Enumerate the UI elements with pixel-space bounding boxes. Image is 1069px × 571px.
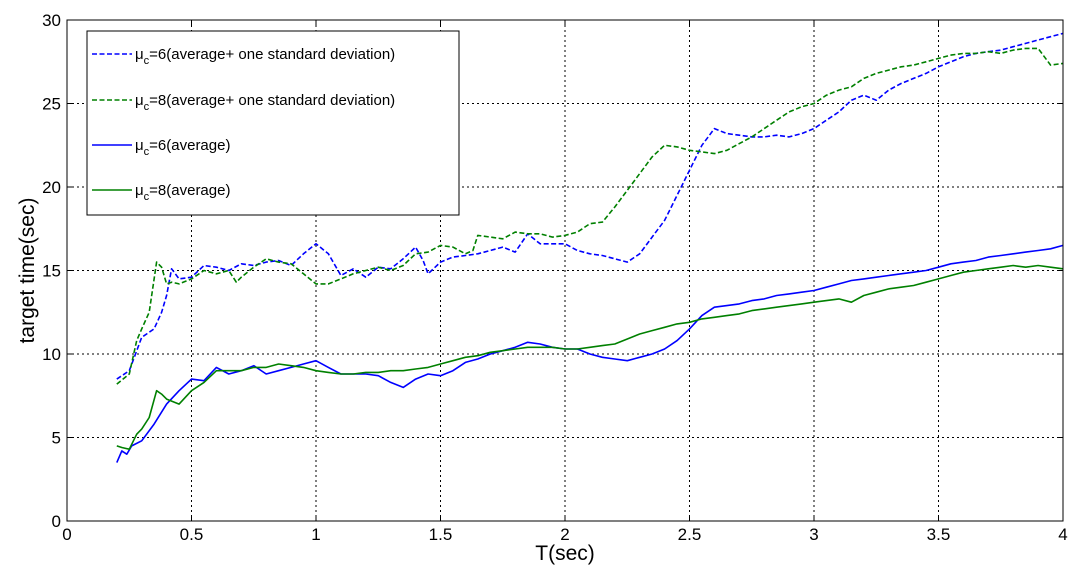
y-tick-label: 15 — [42, 262, 61, 281]
y-tick-label: 25 — [42, 95, 61, 114]
legend: μc=6(average+ one standard deviation) μc=… — [86, 30, 460, 216]
x-axis-label: T(sec) — [535, 542, 595, 565]
axis-ticks: 0 0.5 1 1.5 2 2.5 3 3.5 4 0 5 10 15 20 25 30 — [42, 11, 1068, 544]
legend-label-4: μc=8(average) — [135, 182, 230, 203]
y-tick-label: 30 — [42, 11, 61, 30]
x-tick-label: 1.5 — [429, 525, 453, 544]
y-tick-label: 10 — [42, 345, 61, 364]
x-tick-label: 4 — [1058, 525, 1067, 544]
y-tick-label: 20 — [42, 178, 61, 197]
legend-label-1: μc=6(average+ one standard deviation) — [135, 46, 395, 67]
y-tick-label: 5 — [52, 429, 61, 448]
series-line-4 — [116, 264, 1064, 451]
x-tick-label: 0 — [62, 525, 71, 544]
x-tick-label: 3 — [809, 525, 818, 544]
x-tick-label: 2.5 — [678, 525, 702, 544]
series-line-2 — [116, 47, 1064, 385]
x-tick-label: 1 — [311, 525, 320, 544]
x-tick-label: 3.5 — [927, 525, 951, 544]
series-layer — [116, 32, 1064, 463]
legend-label-2: μc=8(average+ one standard deviation) — [135, 92, 395, 113]
y-axis-label: target time(sec) — [16, 198, 39, 344]
x-tick-label: 0.5 — [180, 525, 204, 544]
legend-box — [86, 30, 460, 216]
y-tick-label: 0 — [52, 512, 61, 531]
legend-label-3: μc=6(average) — [135, 137, 230, 158]
x-tick-label: 2 — [560, 525, 569, 544]
